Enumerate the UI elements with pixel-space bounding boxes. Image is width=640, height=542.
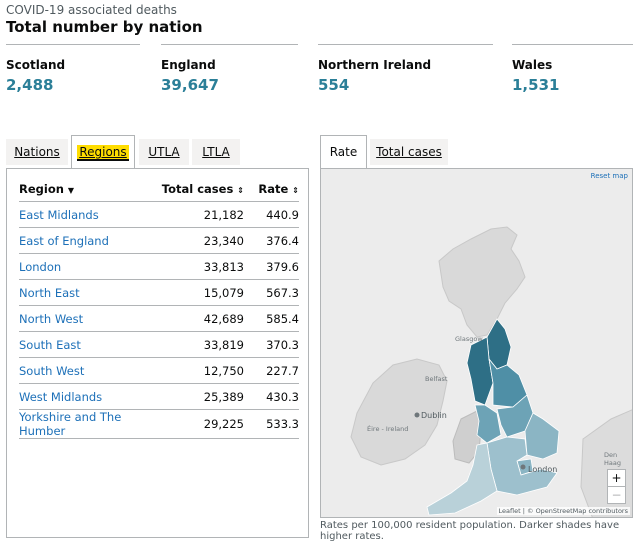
total-cases-cell: 25,389 — [159, 383, 244, 410]
nation-name: Scotland — [6, 58, 66, 72]
nation-card-england: England 39,647 — [161, 44, 298, 94]
region-link[interactable]: East of England — [19, 227, 159, 254]
divider — [6, 44, 140, 45]
map-attribution[interactable]: Leaflet | © OpenStreetMap contributors — [496, 507, 630, 515]
rate-column-header[interactable]: Rate ⇕ — [244, 177, 299, 202]
table-header-row: Region ▼ Total cases ⇕ Rate ⇕ — [19, 177, 299, 202]
region-link[interactable]: Yorkshire and The Humber — [19, 409, 159, 439]
page-title: Total number by nation — [6, 18, 203, 36]
region-link[interactable]: London — [19, 253, 159, 280]
london-marker-icon — [520, 464, 526, 470]
rate-cell: 585.4 — [244, 305, 299, 332]
region-link[interactable]: East Midlands — [19, 201, 159, 228]
region-south-west[interactable] — [426, 442, 498, 516]
tab-utla[interactable]: UTLA — [139, 139, 189, 165]
zoom-in-button[interactable]: + — [608, 470, 625, 487]
map-label-den-haag: Den Haag — [604, 451, 621, 467]
table-row: London 33,813 379.6 — [19, 253, 299, 280]
rate-cell: 379.6 — [244, 253, 299, 280]
total-cases-column-header[interactable]: Total cases ⇕ — [159, 177, 244, 202]
table-row: East Midlands 21,182 440.9 — [19, 201, 299, 228]
total-cases-cell: 21,182 — [159, 201, 244, 228]
divider — [318, 44, 493, 45]
region-header-label: Region — [19, 182, 64, 196]
table-row: North West 42,689 585.4 — [19, 305, 299, 332]
choropleth-map[interactable]: Glasgow Belfast Dublin Éire - Ireland Lo… — [320, 168, 633, 518]
total-cases-cell: 15,079 — [159, 279, 244, 306]
region-column-header[interactable]: Region ▼ — [19, 177, 159, 202]
geography-tabs: Nations Regions UTLA LTLA — [6, 135, 309, 169]
divider — [512, 44, 633, 45]
map-label-london: London — [528, 465, 558, 474]
rate-cell: 567.3 — [244, 279, 299, 306]
total-cases-header-label: Total cases — [161, 182, 234, 196]
rate-cell: 440.9 — [244, 201, 299, 228]
map-canvas[interactable] — [321, 169, 633, 518]
total-cases-cell: 12,750 — [159, 357, 244, 384]
map-label-dublin: Dublin — [421, 411, 447, 420]
nation-name: Northern Ireland — [318, 58, 432, 72]
page-caption: COVID-19 associated deaths — [6, 3, 177, 17]
total-cases-cell: 42,689 — [159, 305, 244, 332]
rate-cell: 430.3 — [244, 383, 299, 410]
nation-value: 39,647 — [161, 76, 219, 94]
table-row: North East 15,079 567.3 — [19, 279, 299, 306]
regions-table: Region ▼ Total cases ⇕ Rate ⇕ East Midlands… — [19, 177, 299, 439]
land-ireland — [350, 358, 448, 466]
table-row: South West 12,750 227.7 — [19, 357, 299, 384]
region-east-of-england[interactable] — [524, 412, 560, 460]
nation-value: 1,531 — [512, 76, 560, 94]
total-cases-cell: 33,819 — [159, 331, 244, 358]
reset-map-link[interactable]: Reset map — [590, 172, 628, 180]
table-row: Yorkshire and The Humber 29,225 533.3 — [19, 409, 299, 439]
regions-table-panel: Region ▼ Total cases ⇕ Rate ⇕ East Midlands… — [6, 168, 309, 538]
table-row: East of England 23,340 376.4 — [19, 227, 299, 254]
table-row: West Midlands 25,389 430.3 — [19, 383, 299, 410]
zoom-control: + − — [607, 469, 626, 504]
tab-total-cases[interactable]: Total cases — [370, 139, 448, 165]
sort-desc-icon: ▼ — [67, 186, 75, 195]
region-link[interactable]: West Midlands — [19, 383, 159, 410]
map-label-glasgow: Glasgow — [455, 335, 483, 343]
region-link[interactable]: South West — [19, 357, 159, 384]
total-cases-cell: 29,225 — [159, 409, 244, 439]
rate-cell: 370.3 — [244, 331, 299, 358]
divider — [161, 44, 298, 45]
tab-regions[interactable]: Regions — [71, 135, 135, 168]
total-cases-cell: 23,340 — [159, 227, 244, 254]
region-link[interactable]: South East — [19, 331, 159, 358]
nation-name: England — [161, 58, 216, 72]
total-cases-cell: 33,813 — [159, 253, 244, 280]
sort-icon: ⇕ — [237, 186, 244, 195]
nation-card-northern-ireland: Northern Ireland 554 — [318, 44, 493, 94]
tab-rate[interactable]: Rate — [320, 135, 367, 168]
nation-card-wales: Wales 1,531 — [512, 44, 633, 94]
tab-regions-label: Regions — [77, 145, 129, 159]
nation-value: 554 — [318, 76, 350, 94]
sort-icon: ⇕ — [292, 186, 299, 195]
nation-value: 2,488 — [6, 76, 54, 94]
zoom-out-button[interactable]: − — [611, 488, 622, 502]
rate-header-label: Rate — [258, 182, 289, 196]
table-row: South East 33,819 370.3 — [19, 331, 299, 358]
land-scotland — [438, 226, 526, 338]
map-legend-note: Rates per 100,000 resident population. D… — [320, 520, 620, 542]
nation-name: Wales — [512, 58, 553, 72]
map-label-belfast: Belfast — [425, 375, 448, 383]
tab-ltla[interactable]: LTLA — [192, 139, 240, 165]
nation-card-scotland: Scotland 2,488 — [6, 44, 140, 94]
rate-cell: 533.3 — [244, 409, 299, 439]
dublin-marker-icon — [414, 412, 420, 418]
region-link[interactable]: North West — [19, 305, 159, 332]
region-west-midlands[interactable] — [474, 404, 502, 444]
rate-cell: 227.7 — [244, 357, 299, 384]
tab-nations[interactable]: Nations — [6, 139, 68, 165]
region-link[interactable]: North East — [19, 279, 159, 306]
map-label-eire: Éire - Ireland — [367, 425, 409, 433]
rate-cell: 376.4 — [244, 227, 299, 254]
map-metric-tabs: Rate Total cases — [320, 135, 633, 169]
